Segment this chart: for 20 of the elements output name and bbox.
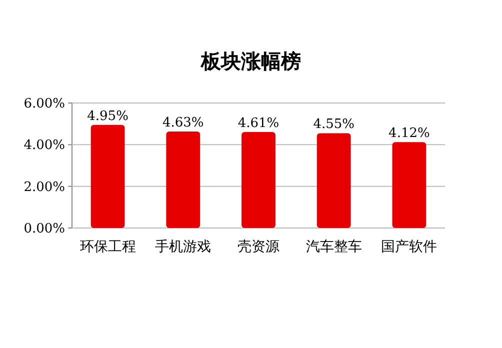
data-label: 4.95%	[87, 108, 128, 124]
x-tick-label: 手机游戏	[155, 239, 212, 255]
x-tick-label: 环保工程	[80, 239, 136, 255]
chart-title: 板块涨幅榜	[200, 49, 301, 73]
bar	[242, 132, 276, 228]
y-tick-label: 6.00%	[24, 96, 65, 112]
y-tick-label: 0.00%	[24, 222, 65, 237]
bar	[90, 124, 125, 228]
bar	[392, 142, 426, 228]
data-label: 4.55%	[313, 117, 355, 132]
data-label: 4.12%	[388, 126, 430, 142]
bar	[316, 133, 351, 228]
y-tick-label: 4.00%	[24, 138, 65, 154]
data-label: 4.63%	[162, 116, 204, 131]
bar	[166, 132, 200, 228]
x-tick-label: 汽车整车	[306, 239, 362, 255]
x-tick-label: 壳资源	[238, 239, 280, 255]
x-tick-label: 国产软件	[381, 239, 438, 255]
y-tick-label: 2.00%	[24, 180, 65, 195]
data-label: 4.61%	[238, 116, 280, 131]
